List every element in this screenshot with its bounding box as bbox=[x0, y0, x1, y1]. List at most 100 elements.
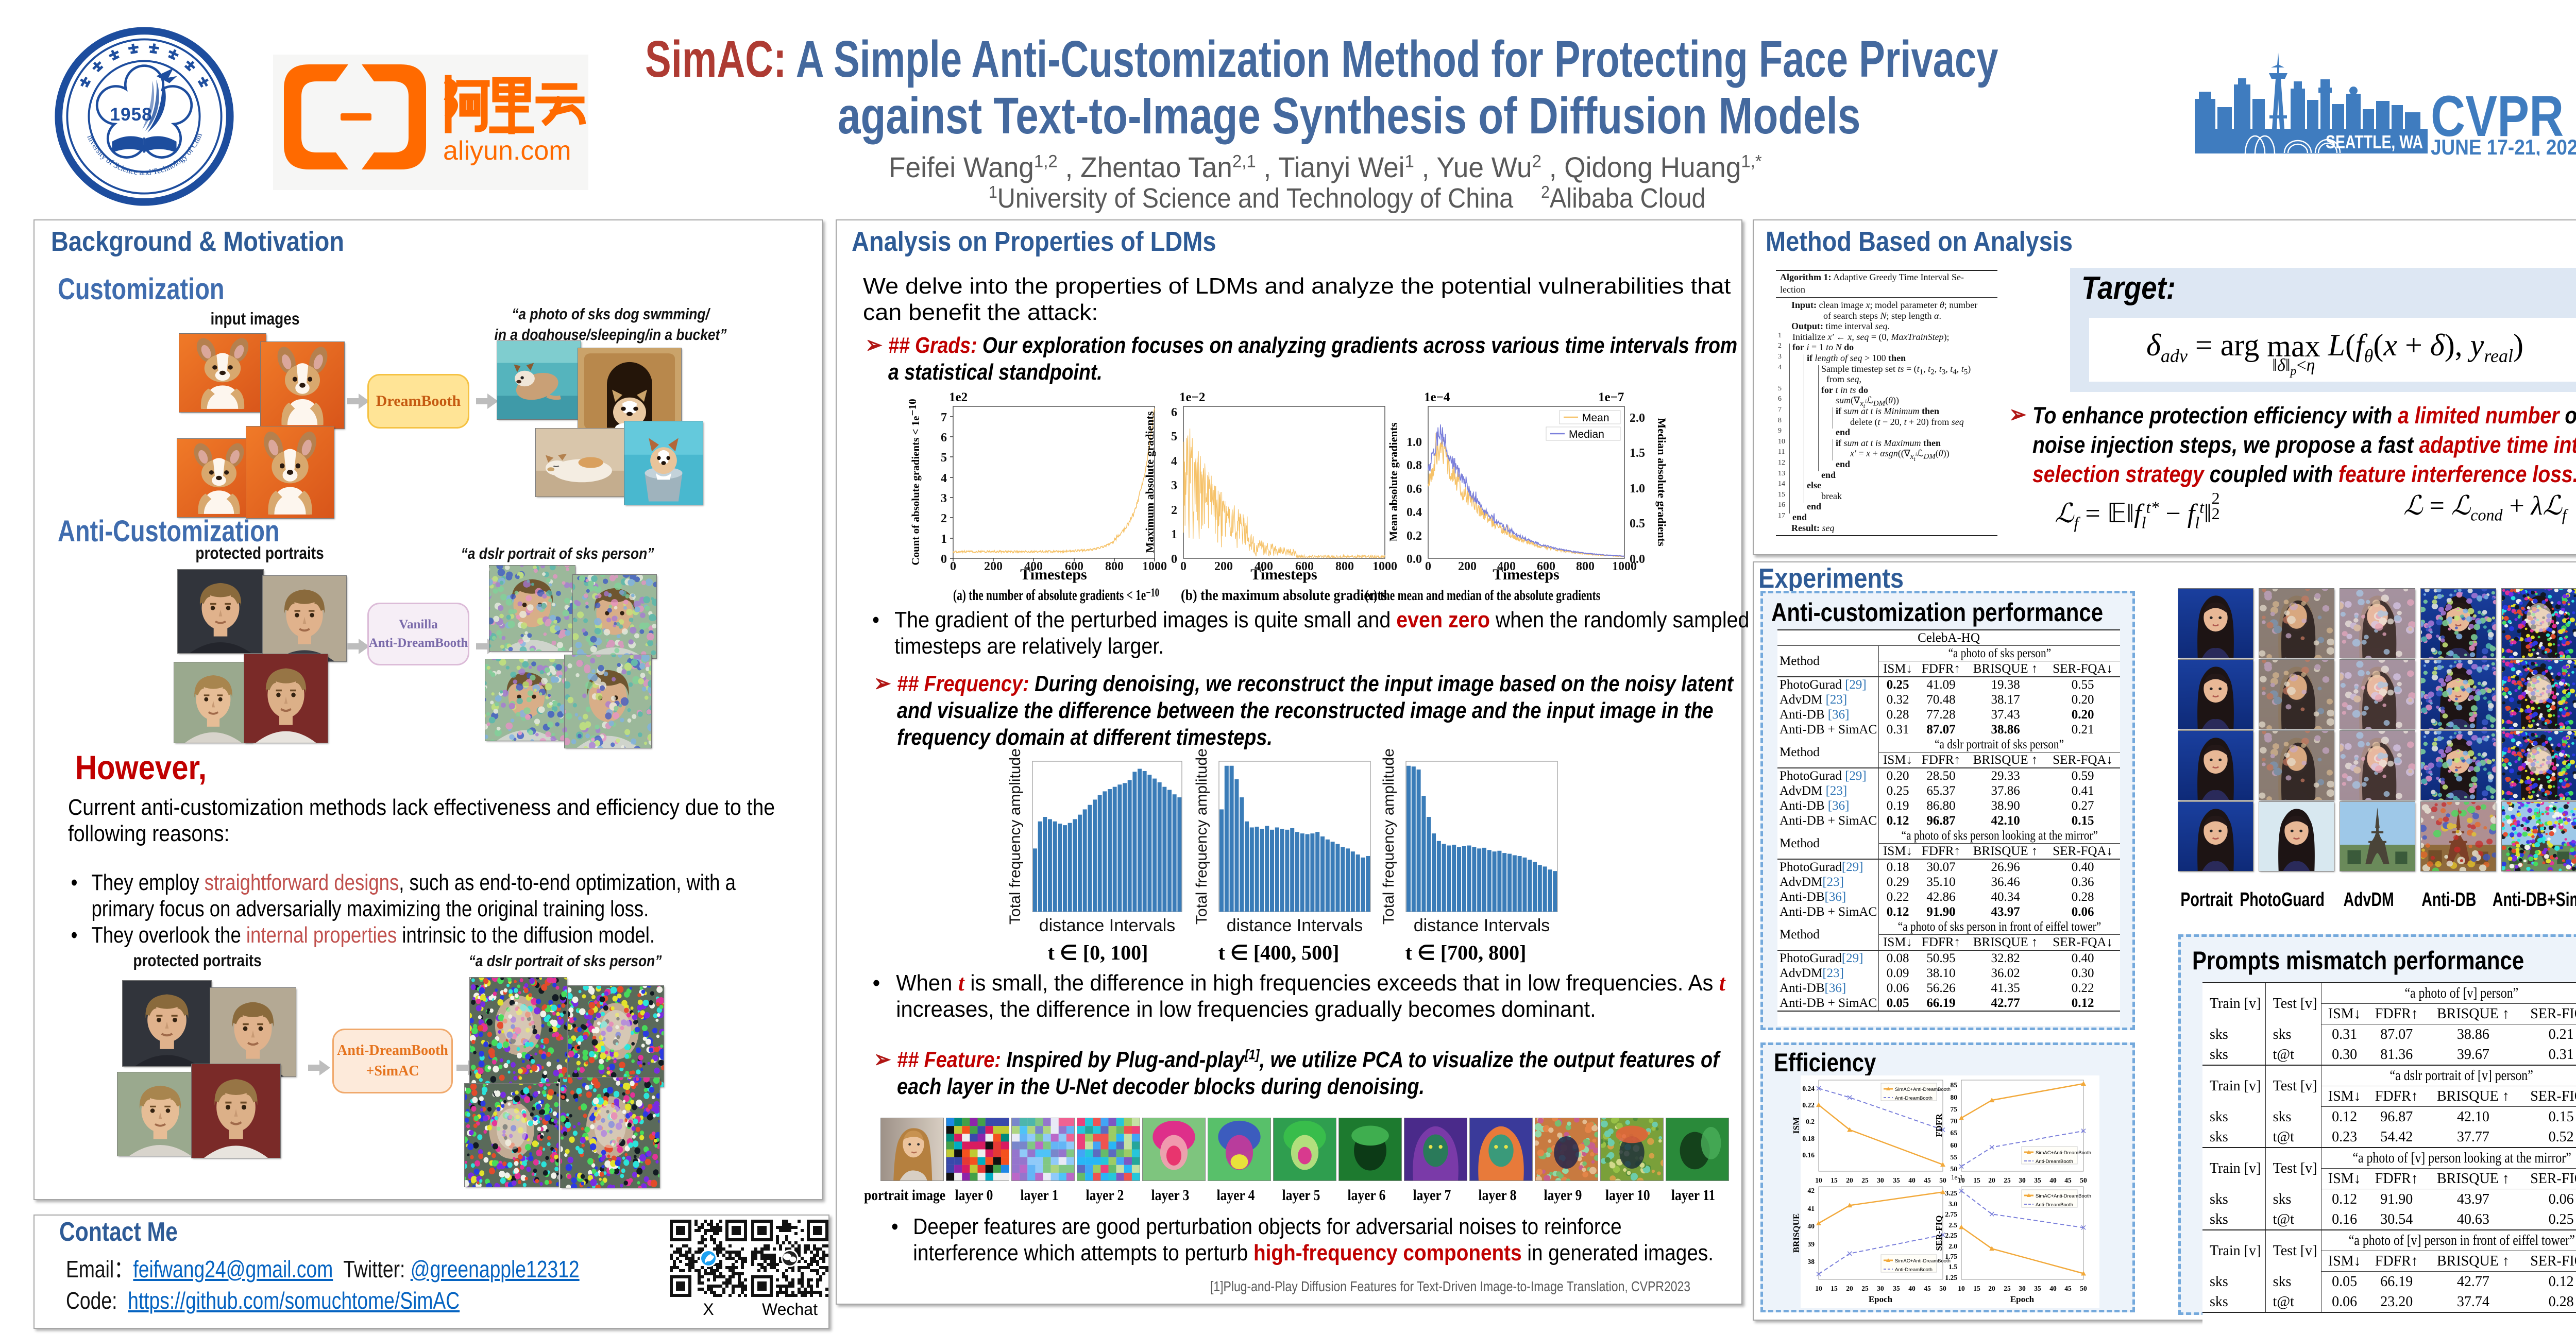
svg-text:Total frequency amplitude: Total frequency amplitude bbox=[1193, 748, 1210, 925]
svg-text:0: 0 bbox=[1425, 560, 1431, 573]
svg-text:5: 5 bbox=[1171, 430, 1177, 443]
svg-text:1.5: 1.5 bbox=[1948, 1263, 1957, 1271]
svg-text:15: 15 bbox=[1831, 1285, 1838, 1292]
svg-text:70: 70 bbox=[1951, 1117, 1958, 1125]
svg-text:1.75: 1.75 bbox=[1945, 1253, 1957, 1260]
svg-text:40: 40 bbox=[1908, 1176, 1916, 1184]
svg-text:10: 10 bbox=[1958, 1285, 1965, 1292]
svg-text:0.18: 0.18 bbox=[1802, 1135, 1815, 1142]
svg-text:0: 0 bbox=[1171, 553, 1177, 566]
svg-text:15: 15 bbox=[1973, 1176, 1980, 1184]
svg-text:800: 800 bbox=[1335, 560, 1354, 573]
svg-text:50: 50 bbox=[1939, 1285, 1946, 1292]
svg-text:10: 10 bbox=[1815, 1285, 1822, 1292]
svg-text:0: 0 bbox=[941, 553, 947, 566]
svg-text:30: 30 bbox=[1877, 1285, 1884, 1292]
svg-text:0.22: 0.22 bbox=[1802, 1101, 1815, 1109]
svg-text:20: 20 bbox=[1988, 1285, 1995, 1292]
svg-text:2: 2 bbox=[1171, 504, 1177, 517]
svg-text:20: 20 bbox=[1846, 1285, 1853, 1292]
svg-text:distance Intervals: distance Intervals bbox=[1227, 916, 1363, 935]
svg-text:50: 50 bbox=[1951, 1165, 1958, 1173]
svg-text:600: 600 bbox=[1065, 560, 1083, 573]
svg-text:25: 25 bbox=[2004, 1285, 2011, 1292]
svg-text:BRISQUE: BRISQUE bbox=[1791, 1213, 1801, 1253]
svg-text:45: 45 bbox=[2064, 1176, 2072, 1184]
svg-text:SimAC+Anti-DreamBooth: SimAC+Anti-DreamBooth bbox=[2036, 1150, 2091, 1156]
svg-text:20: 20 bbox=[1988, 1176, 1995, 1184]
svg-text:25: 25 bbox=[1861, 1176, 1869, 1184]
svg-text:Total frequency amplitude: Total frequency amplitude bbox=[1380, 748, 1397, 925]
svg-text:0.6: 0.6 bbox=[1406, 483, 1422, 496]
svg-text:30: 30 bbox=[2019, 1285, 2026, 1292]
svg-text:0: 0 bbox=[950, 560, 956, 573]
svg-text:SimAC+Anti-DreamBooth: SimAC+Anti-DreamBooth bbox=[2036, 1193, 2091, 1199]
svg-text:0: 0 bbox=[1180, 560, 1187, 573]
svg-text:15: 15 bbox=[1973, 1285, 1980, 1292]
svg-text:35: 35 bbox=[1893, 1285, 1900, 1292]
svg-text:(a) the number of absolute gra: (a) the number of absolute gradients < 1… bbox=[953, 586, 1159, 604]
svg-text:38: 38 bbox=[1808, 1258, 1815, 1265]
svg-text:35: 35 bbox=[2034, 1176, 2041, 1184]
svg-text:40: 40 bbox=[1808, 1222, 1815, 1230]
svg-text:ISM: ISM bbox=[1791, 1117, 1801, 1134]
svg-text:400: 400 bbox=[1024, 560, 1043, 573]
svg-text:3: 3 bbox=[1171, 479, 1177, 492]
svg-text:Median absolute gradients: Median absolute gradients bbox=[1655, 418, 1668, 546]
svg-text:SEATTLE, WA: SEATTLE, WA bbox=[2326, 131, 2423, 152]
svg-text:1.25: 1.25 bbox=[1945, 1274, 1957, 1281]
svg-text:800: 800 bbox=[1576, 560, 1595, 573]
svg-text:1: 1 bbox=[941, 533, 947, 546]
svg-text:5: 5 bbox=[941, 451, 947, 465]
svg-text:7: 7 bbox=[941, 411, 947, 424]
svg-text:0.24: 0.24 bbox=[1802, 1085, 1815, 1092]
svg-text:1000: 1000 bbox=[1372, 560, 1397, 573]
svg-text:3: 3 bbox=[941, 492, 947, 505]
svg-text:0.5: 0.5 bbox=[1630, 517, 1645, 531]
svg-text:aliyun.com: aliyun.com bbox=[443, 136, 571, 166]
svg-text:45: 45 bbox=[2064, 1285, 2072, 1292]
svg-text:2.25: 2.25 bbox=[1945, 1232, 1957, 1239]
svg-text:CVPR: CVPR bbox=[2431, 84, 2564, 148]
svg-text:40: 40 bbox=[2049, 1285, 2057, 1292]
svg-text:distance Intervals: distance Intervals bbox=[1039, 916, 1176, 935]
svg-text:600: 600 bbox=[1295, 560, 1314, 573]
svg-text:0.8: 0.8 bbox=[1406, 459, 1422, 472]
svg-text:45: 45 bbox=[1924, 1176, 1931, 1184]
svg-text:0.16: 0.16 bbox=[1802, 1151, 1815, 1159]
svg-text:2.5: 2.5 bbox=[1948, 1221, 1957, 1229]
svg-text:2: 2 bbox=[941, 512, 947, 525]
svg-text:45: 45 bbox=[1924, 1285, 1931, 1292]
svg-text:400: 400 bbox=[1255, 560, 1273, 573]
svg-text:39: 39 bbox=[1808, 1240, 1815, 1248]
svg-text:30: 30 bbox=[2019, 1176, 2026, 1184]
svg-text:JUNE 17-21, 2024: JUNE 17-21, 2024 bbox=[2431, 135, 2576, 156]
svg-text:42: 42 bbox=[1808, 1187, 1815, 1194]
svg-text:Timesteps: Timesteps bbox=[1493, 566, 1559, 583]
svg-text:0.0: 0.0 bbox=[1406, 553, 1422, 566]
svg-text:0.2: 0.2 bbox=[1806, 1118, 1815, 1125]
svg-text:200: 200 bbox=[1458, 560, 1477, 573]
svg-text:Epoch: Epoch bbox=[1869, 1294, 1893, 1304]
svg-text:15: 15 bbox=[1831, 1176, 1838, 1184]
svg-text:55: 55 bbox=[1951, 1153, 1958, 1161]
svg-text:1.5: 1.5 bbox=[1630, 447, 1645, 460]
svg-text:40: 40 bbox=[1908, 1285, 1916, 1292]
svg-text:1.0: 1.0 bbox=[1630, 482, 1645, 495]
svg-text:Anti-DreamBooth: Anti-DreamBooth bbox=[1895, 1096, 1933, 1101]
svg-text:1000: 1000 bbox=[1142, 560, 1167, 573]
svg-text:Mean absolute gradients: Mean absolute gradients bbox=[1387, 422, 1400, 541]
svg-text:Epoch: Epoch bbox=[2010, 1294, 2035, 1304]
svg-text:SER-FIQ: SER-FIQ bbox=[1934, 1216, 1944, 1251]
svg-text:0.2: 0.2 bbox=[1406, 529, 1422, 543]
svg-text:4: 4 bbox=[941, 472, 947, 485]
svg-text:2.0: 2.0 bbox=[1948, 1242, 1957, 1250]
svg-text:1e-1: 1e-1 bbox=[1951, 1173, 1963, 1181]
svg-text:Anti-DreamBooth: Anti-DreamBooth bbox=[2036, 1202, 2073, 1208]
svg-text:75: 75 bbox=[1951, 1105, 1958, 1113]
svg-text:4: 4 bbox=[1171, 455, 1177, 468]
svg-text:distance Intervals: distance Intervals bbox=[1414, 916, 1550, 935]
svg-text:2.75: 2.75 bbox=[1945, 1210, 1957, 1218]
svg-text:1e2: 1e2 bbox=[949, 390, 968, 404]
svg-text:80: 80 bbox=[1951, 1093, 1958, 1101]
